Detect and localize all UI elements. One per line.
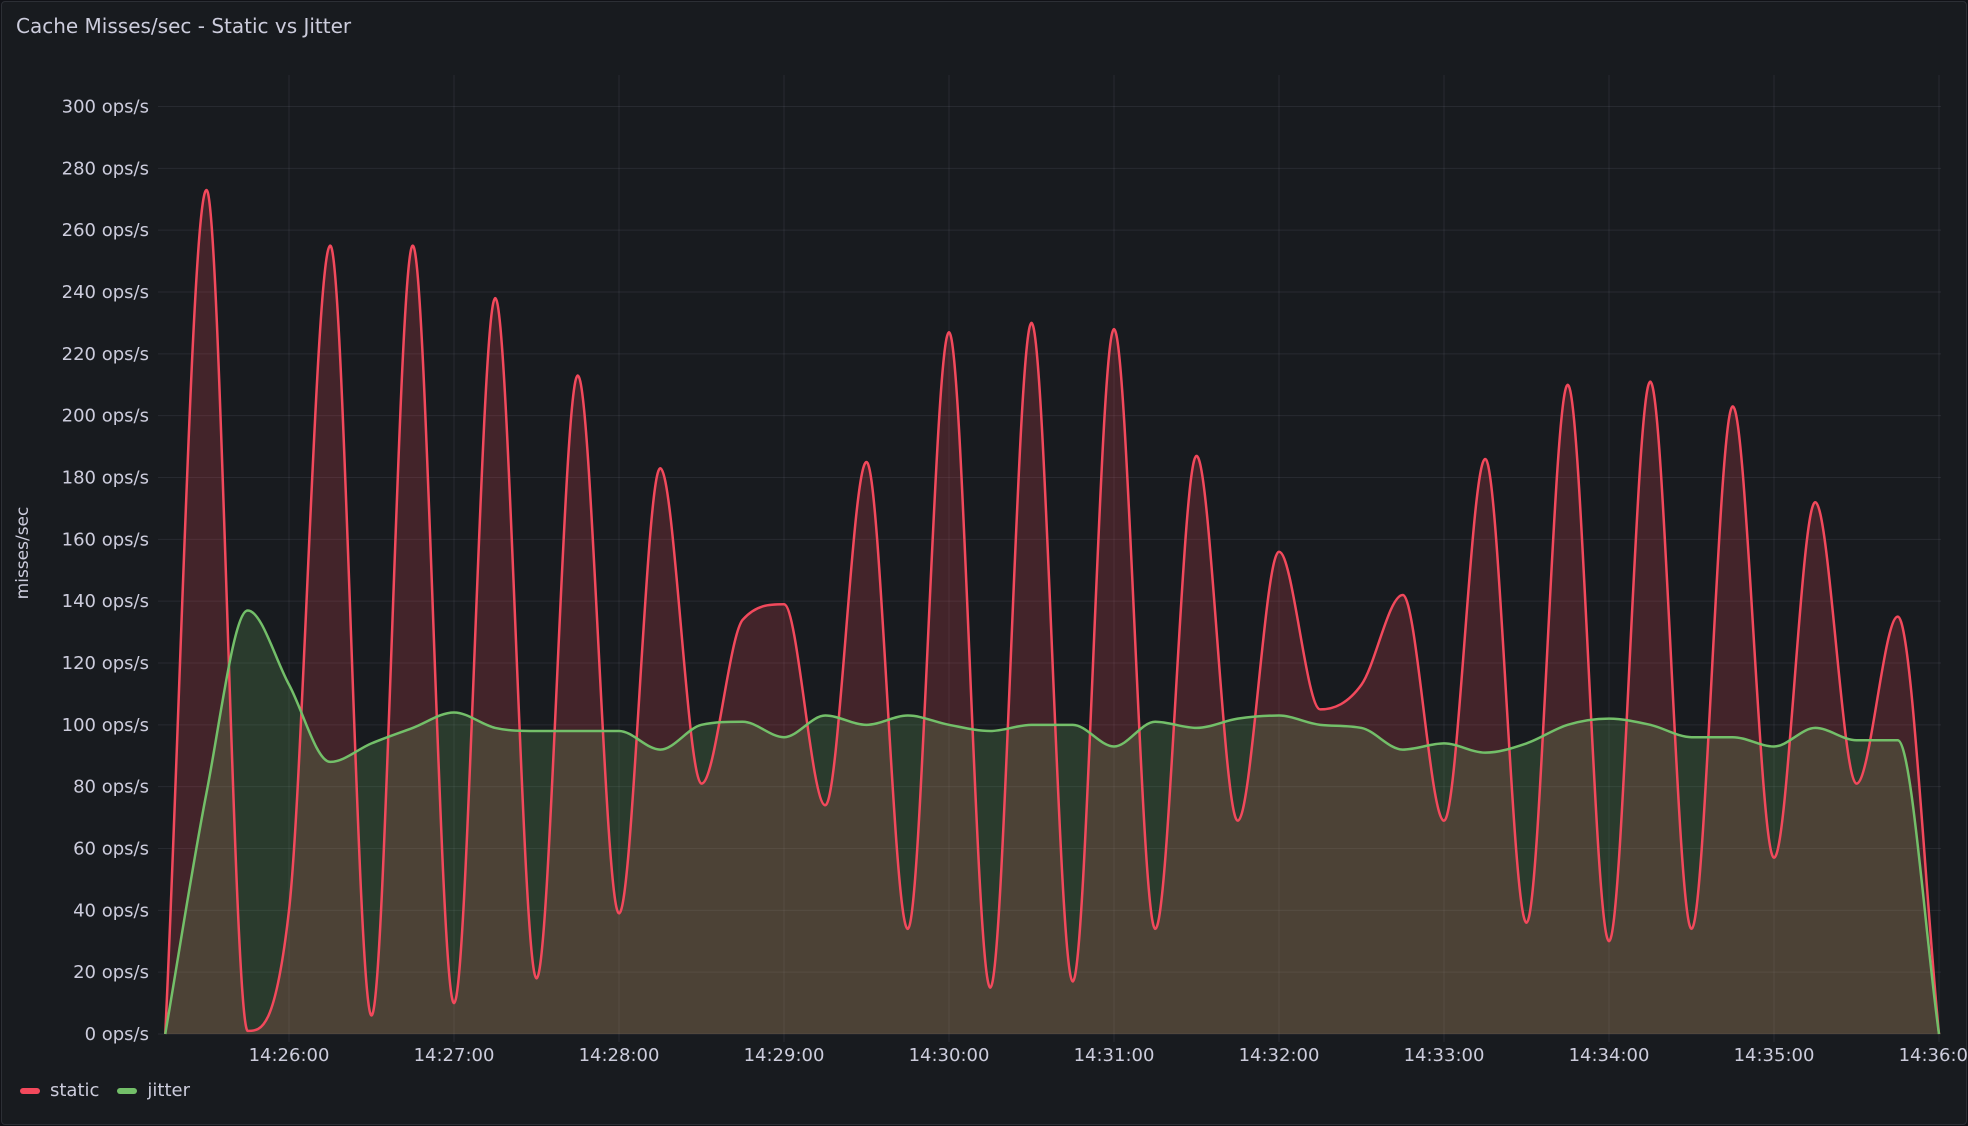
- x-tick-label: 14:27:00: [414, 1045, 495, 1066]
- legend: static jitter: [20, 1080, 190, 1101]
- legend-label-static: static: [50, 1080, 100, 1101]
- y-tick-label: 60 ops/s: [73, 839, 149, 860]
- legend-swatch-jitter: [117, 1087, 138, 1094]
- y-tick-label: 280 ops/s: [62, 158, 149, 179]
- x-tick-label: 14:31:00: [1074, 1045, 1155, 1066]
- area-fill-jitter: [165, 610, 1939, 1034]
- y-tick-label: 160 ops/s: [62, 529, 149, 550]
- x-tick-label: 14:34:00: [1569, 1045, 1650, 1066]
- y-tick-label: 0 ops/s: [85, 1024, 149, 1045]
- y-tick-label: 220 ops/s: [62, 344, 149, 365]
- x-tick-label: 14:32:00: [1239, 1045, 1320, 1066]
- y-tick-label: 100 ops/s: [62, 715, 149, 736]
- legend-swatch-static: [20, 1087, 40, 1094]
- area-fill-static: [165, 189, 1939, 1035]
- x-tick-label: 14:29:00: [744, 1045, 825, 1066]
- x-tick-label: 14:26:00: [249, 1045, 330, 1066]
- y-tick-label: 260 ops/s: [62, 220, 149, 241]
- series-line-jitter: [164, 609, 1941, 1035]
- y-tick-label: 240 ops/s: [62, 282, 149, 303]
- y-axis-label: misses/sec: [13, 507, 33, 600]
- y-tick-label: 80 ops/s: [73, 777, 149, 798]
- legend-item-static[interactable]: static: [20, 1080, 99, 1101]
- x-tick-label: 14:28:00: [579, 1045, 660, 1066]
- y-tick-label: 20 ops/s: [73, 962, 149, 983]
- legend-item-jitter[interactable]: jitter: [117, 1080, 190, 1101]
- x-tick-label: 14:35:00: [1734, 1045, 1815, 1066]
- y-tick-label: 180 ops/s: [62, 468, 149, 489]
- series-line-static: [164, 188, 1941, 1035]
- y-tick-label: 140 ops/s: [62, 591, 149, 612]
- x-tick-label: 14:36:00: [1899, 1045, 1968, 1066]
- y-tick-label: 300 ops/s: [62, 97, 149, 118]
- legend-label-jitter: jitter: [147, 1080, 191, 1101]
- x-tick-label: 14:33:00: [1404, 1045, 1485, 1066]
- y-tick-label: 200 ops/s: [62, 406, 149, 427]
- panel-title: Cache Misses/sec - Static vs Jitter: [16, 14, 352, 38]
- x-tick-label: 14:30:00: [909, 1045, 990, 1066]
- y-tick-label: 120 ops/s: [62, 653, 149, 674]
- y-tick-label: 40 ops/s: [73, 900, 149, 921]
